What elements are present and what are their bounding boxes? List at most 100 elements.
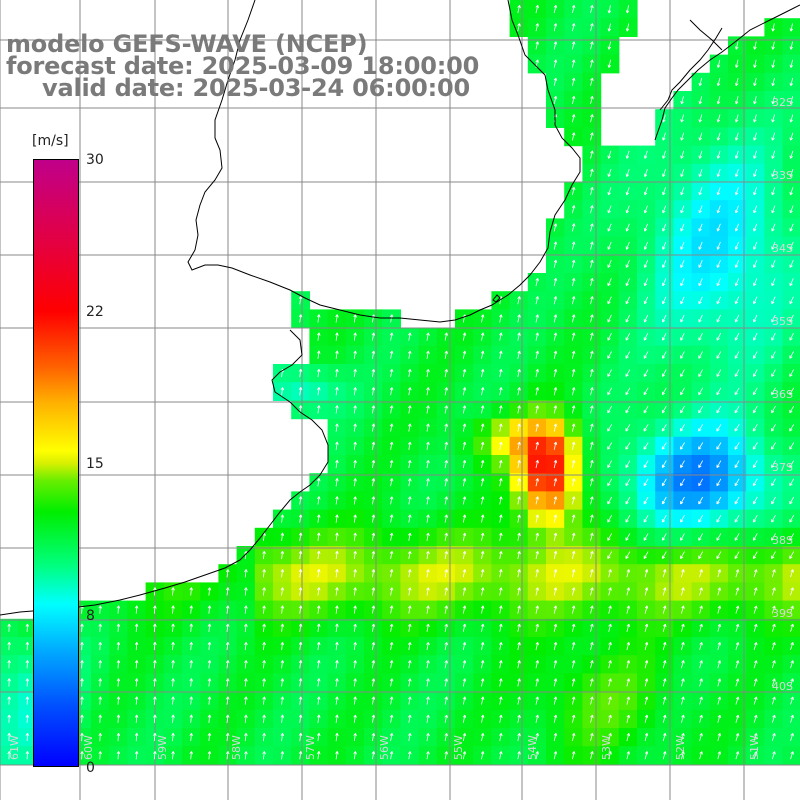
wind-cell bbox=[618, 327, 638, 347]
wind-arrow bbox=[716, 114, 721, 123]
wind-cell bbox=[709, 491, 729, 511]
wind-arrow bbox=[316, 496, 321, 505]
wind-arrow bbox=[335, 314, 339, 323]
wind-arrow bbox=[643, 496, 649, 505]
wind-arrow bbox=[335, 405, 339, 414]
wind-arrow bbox=[499, 423, 503, 432]
wind-arrow bbox=[499, 387, 503, 396]
wind-arrow bbox=[371, 587, 376, 596]
wind-arrow bbox=[571, 95, 576, 105]
wind-arrow bbox=[80, 751, 84, 760]
wind-cell bbox=[600, 491, 620, 511]
wind-arrow bbox=[680, 260, 685, 268]
wind-arrow bbox=[771, 605, 776, 614]
wind-arrow bbox=[280, 605, 285, 614]
wind-arrow bbox=[662, 660, 667, 669]
wind-arrow bbox=[590, 459, 594, 469]
wind-cell bbox=[637, 546, 656, 565]
wind-arrow bbox=[316, 678, 321, 687]
wind-arrow bbox=[771, 551, 776, 559]
wind-arrow bbox=[662, 132, 666, 141]
wind-cell bbox=[637, 455, 656, 474]
wind-cell bbox=[709, 509, 729, 529]
wind-arrow bbox=[444, 641, 448, 651]
wind-arrow bbox=[553, 423, 558, 432]
wind-arrow bbox=[499, 314, 503, 323]
wind-arrow bbox=[625, 460, 631, 468]
wind-arrow bbox=[753, 678, 758, 687]
latitude-label: 36S bbox=[772, 388, 793, 401]
wind-arrow bbox=[698, 132, 703, 141]
wind-arrow bbox=[480, 478, 485, 487]
wind-arrow bbox=[499, 332, 503, 341]
wind-arrow bbox=[753, 296, 758, 305]
wind-arrow bbox=[480, 459, 485, 469]
wind-arrow bbox=[535, 441, 539, 450]
wind-arrow bbox=[716, 150, 721, 159]
wind-arrow bbox=[171, 641, 175, 651]
wind-cell bbox=[637, 527, 656, 547]
wind-arrow bbox=[207, 660, 212, 669]
wind-arrow bbox=[734, 460, 740, 468]
wind-arrow bbox=[661, 442, 667, 450]
wind-arrow bbox=[298, 732, 303, 742]
wind-arrow bbox=[753, 150, 757, 159]
wind-arrow bbox=[553, 496, 558, 505]
wind-arrow bbox=[681, 732, 685, 742]
wind-cell bbox=[764, 364, 784, 383]
wind-arrow bbox=[735, 623, 740, 632]
wind-arrow bbox=[790, 642, 794, 651]
wind-arrow bbox=[735, 96, 739, 105]
wind-arrow bbox=[771, 478, 776, 487]
wind-arrow bbox=[407, 514, 412, 523]
wind-arrow bbox=[625, 23, 630, 32]
wind-arrow bbox=[661, 551, 667, 559]
wind-arrow bbox=[553, 41, 558, 50]
wind-arrow bbox=[698, 460, 704, 468]
wind-arrow bbox=[662, 205, 667, 214]
wind-arrow bbox=[225, 751, 230, 760]
wind-arrow bbox=[499, 587, 503, 596]
wind-arrow bbox=[535, 751, 539, 760]
wind-arrow bbox=[517, 550, 521, 560]
wind-arrow bbox=[716, 387, 722, 396]
wind-arrow bbox=[116, 732, 121, 742]
wind-arrow bbox=[681, 587, 685, 596]
wind-arrow bbox=[553, 751, 558, 760]
wind-arrow bbox=[517, 623, 521, 632]
wind-arrow bbox=[517, 696, 521, 705]
wind-arrow bbox=[571, 4, 576, 14]
wind-cell bbox=[728, 546, 747, 565]
wind-arrow bbox=[116, 660, 121, 669]
wind-arrow bbox=[662, 241, 667, 250]
wind-arrow bbox=[298, 387, 303, 396]
wind-cell bbox=[746, 436, 765, 456]
wind-arrow bbox=[426, 751, 430, 760]
wind-arrow bbox=[444, 696, 448, 705]
wind-arrow bbox=[607, 296, 612, 305]
wind-arrow bbox=[153, 660, 157, 669]
wind-arrow bbox=[680, 296, 685, 305]
wind-arrow bbox=[698, 168, 703, 177]
longitude-label: 57W bbox=[304, 735, 317, 760]
wind-arrow bbox=[535, 623, 539, 632]
wind-arrow bbox=[625, 260, 630, 268]
wind-arrow bbox=[353, 623, 357, 632]
wind-arrow bbox=[698, 551, 704, 559]
wind-arrow bbox=[207, 678, 212, 687]
wind-arrow bbox=[681, 660, 685, 669]
forecast-date: forecast date: 2025-03-09 18:00:00 bbox=[6, 52, 480, 80]
wind-cell bbox=[691, 400, 711, 420]
wind-cell bbox=[746, 546, 765, 565]
wind-arrow bbox=[625, 369, 631, 377]
wind-arrow bbox=[480, 696, 485, 705]
wind-arrow bbox=[335, 368, 339, 378]
wind-arrow bbox=[335, 569, 339, 578]
wind-arrow bbox=[353, 496, 357, 505]
wind-arrow bbox=[98, 751, 102, 760]
wind-arrow bbox=[681, 605, 685, 614]
wind-arrow bbox=[371, 441, 376, 450]
wind-arrow bbox=[608, 696, 612, 705]
longitude-label: 59W bbox=[156, 735, 169, 760]
wind-arrow bbox=[171, 678, 175, 687]
